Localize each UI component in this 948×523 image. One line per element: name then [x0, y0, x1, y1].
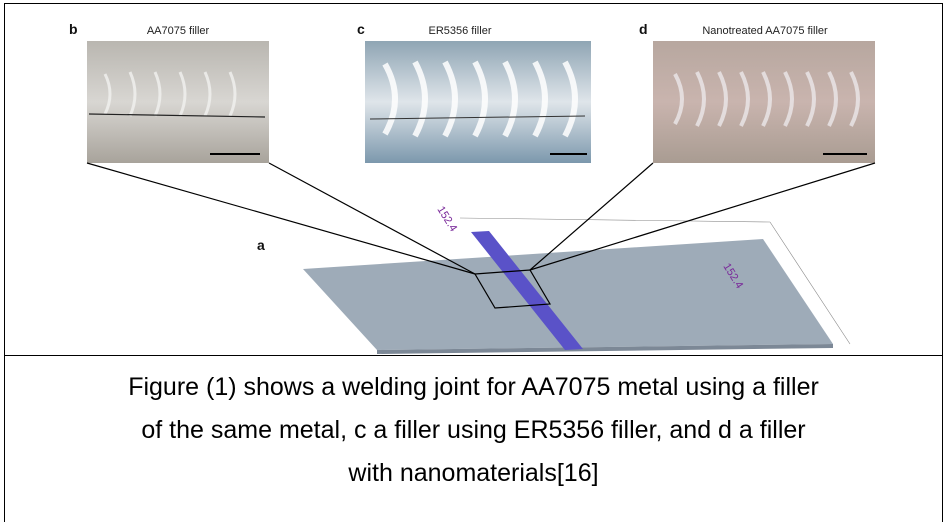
page: b AA7075 filler c ER5356 filler d Nanotreated… [0, 0, 948, 523]
panel-letter: c [357, 21, 365, 37]
panel-letter: d [639, 21, 648, 37]
photo-b [87, 41, 269, 163]
figure: b AA7075 filler c ER5356 filler d Nanotreated… [5, 4, 944, 354]
dimension: 152.4 [434, 204, 459, 234]
panel-letter: b [69, 21, 78, 37]
divider [5, 355, 942, 356]
figure-frame: b AA7075 filler c ER5356 filler d Nanotreated… [4, 3, 943, 522]
photo-c [365, 41, 591, 163]
panel-label: AA7075 filler [147, 25, 210, 37]
panel-label: Nanotreated AA7075 filler [702, 25, 828, 37]
photo-d [653, 41, 875, 163]
main-letter: a [257, 237, 265, 253]
caption-line: with nanomaterials[16] [5, 452, 942, 495]
caption-line: Figure (1) shows a welding joint for AA7… [5, 366, 942, 409]
caption-line: of the same metal, c a filler using ER53… [5, 409, 942, 452]
panel-label: ER5356 filler [429, 25, 492, 37]
caption: Figure (1) shows a welding joint for AA7… [5, 366, 942, 495]
